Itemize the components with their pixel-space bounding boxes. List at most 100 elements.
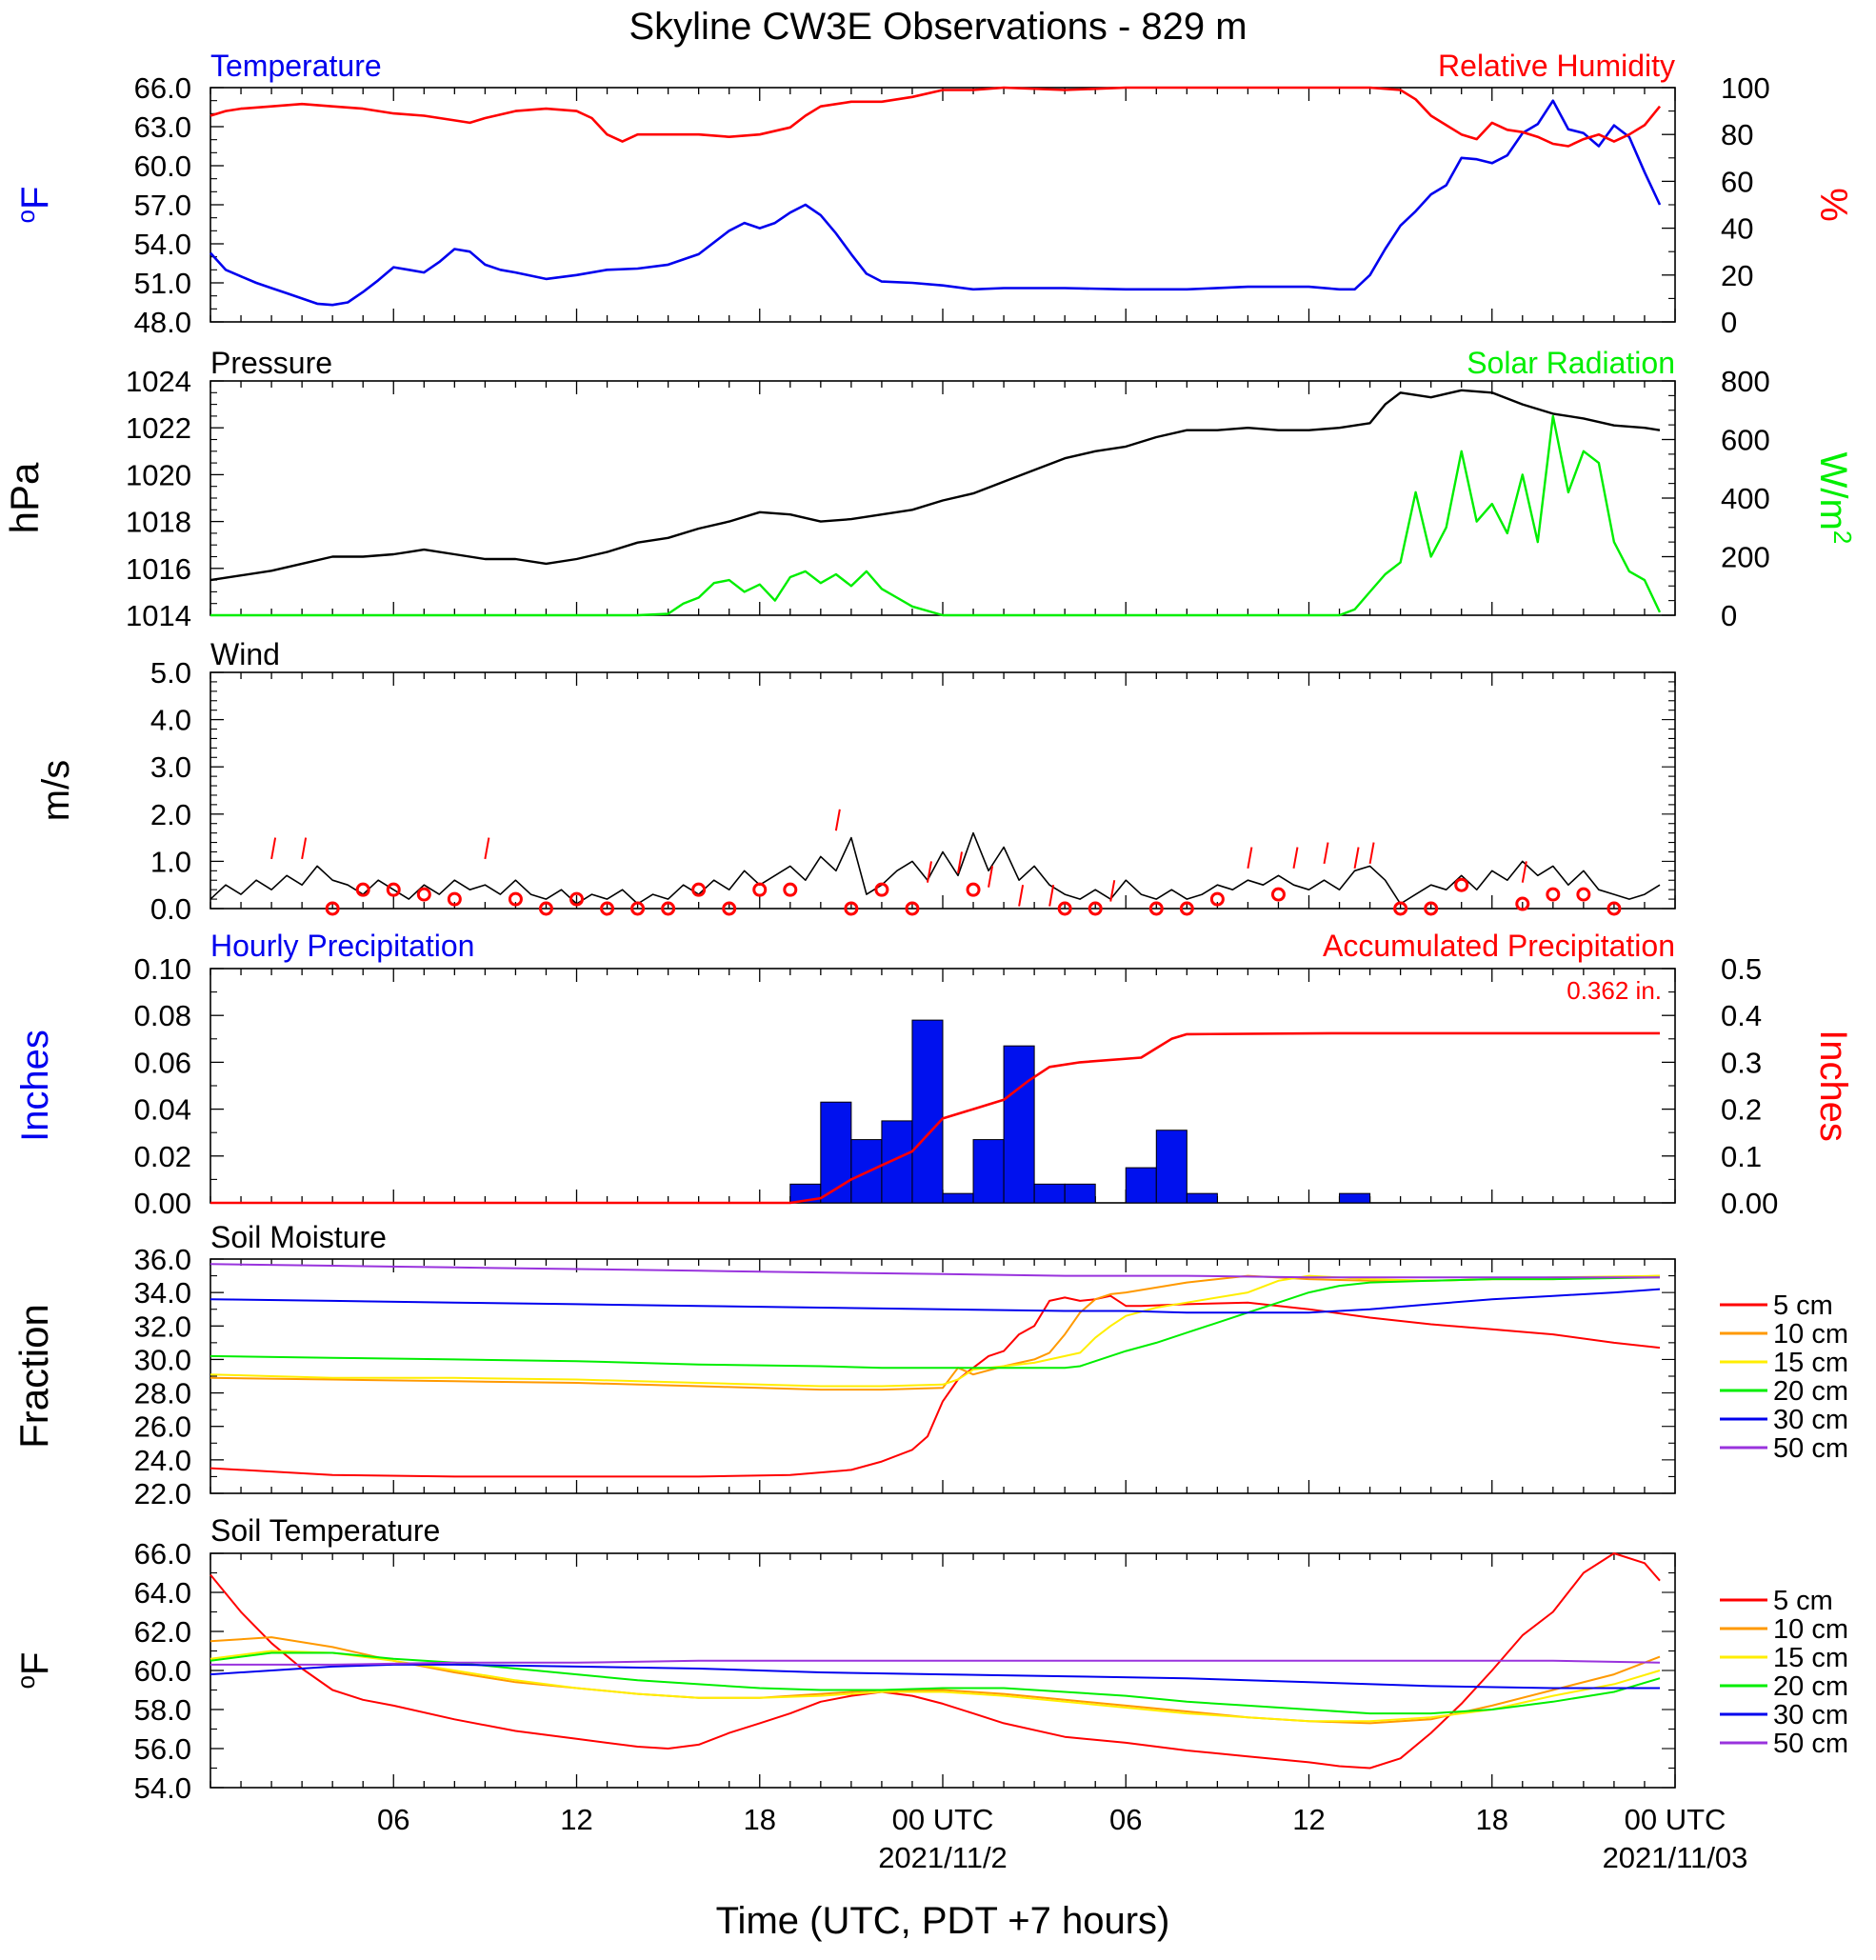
left-y-tick-label: 51.0 bbox=[134, 267, 191, 300]
calm-marker bbox=[783, 882, 798, 897]
precip-bar bbox=[1186, 1192, 1218, 1204]
precip-bar bbox=[1339, 1192, 1371, 1204]
legend-label: 30 cm bbox=[1773, 1405, 1848, 1435]
left-y-tick-label: 24.0 bbox=[134, 1444, 191, 1477]
left-y-tick-label: 4.0 bbox=[150, 704, 191, 737]
legend-label: 5 cm bbox=[1773, 1290, 1833, 1321]
wind-barb bbox=[926, 861, 932, 883]
wind-barb bbox=[834, 809, 841, 831]
right-y-tick-label: 200 bbox=[1721, 541, 1770, 574]
calm-marker bbox=[1393, 901, 1408, 916]
precip-bar bbox=[1033, 1183, 1066, 1204]
calm-marker bbox=[1424, 901, 1439, 916]
precip-bar bbox=[942, 1192, 974, 1204]
calm-marker bbox=[1088, 901, 1103, 916]
calm-marker bbox=[325, 901, 340, 916]
pressure-title: Pressure bbox=[210, 346, 332, 380]
left-y-tick-label: 57.0 bbox=[134, 189, 191, 222]
degree-sign: o bbox=[11, 1675, 40, 1689]
x-tick-label: 00 UTC bbox=[892, 1803, 994, 1836]
legend-label: 15 cm bbox=[1773, 1643, 1848, 1673]
soil-temp-unit: oF bbox=[11, 1652, 56, 1690]
left-y-tick-label: 32.0 bbox=[134, 1310, 191, 1343]
soil-moisture-unit: Fraction bbox=[11, 1304, 56, 1449]
series-wind-speed bbox=[210, 831, 1661, 905]
series-pressure bbox=[210, 389, 1661, 582]
left-y-tick-label: 1024 bbox=[126, 365, 191, 398]
calm-marker bbox=[386, 882, 401, 897]
legend-label: 30 cm bbox=[1773, 1700, 1848, 1730]
calm-marker bbox=[416, 887, 431, 902]
left-y-tick-label: 22.0 bbox=[134, 1477, 191, 1510]
wind-barb bbox=[1247, 847, 1253, 870]
calm-marker bbox=[569, 891, 584, 907]
left-y-tick-label: 63.0 bbox=[134, 110, 191, 144]
date-label: 2021/11/2 bbox=[878, 1841, 1008, 1874]
left-y-tick-label: 0.06 bbox=[134, 1046, 191, 1079]
series-relative-humidity bbox=[210, 86, 1662, 148]
series-soil-temp-20cm bbox=[210, 1651, 1661, 1715]
wind-barb bbox=[1353, 847, 1360, 870]
date-label: 2021/11/03 bbox=[1603, 1841, 1748, 1874]
right-y-tick-label: 0.3 bbox=[1721, 1046, 1762, 1079]
right-y-tick-label: 0.5 bbox=[1721, 952, 1762, 986]
left-y-tick-label: 54.0 bbox=[134, 1771, 191, 1805]
left-y-tick-label: 34.0 bbox=[134, 1276, 191, 1310]
accum-precip-title: Accumulated Precipitation bbox=[1323, 929, 1675, 963]
solar-unit: W/m2 bbox=[1812, 452, 1857, 545]
solar-title: Solar Radiation bbox=[1467, 346, 1675, 380]
soil-temp-title: Soil Temperature bbox=[210, 1513, 440, 1548]
pressure-unit: hPa bbox=[2, 462, 47, 533]
left-y-tick-label: 66.0 bbox=[134, 1537, 191, 1570]
series-soil-moisture-15cm bbox=[210, 1274, 1661, 1388]
wind-barb bbox=[1323, 842, 1329, 865]
wind-barb bbox=[1018, 885, 1025, 907]
calm-marker bbox=[966, 882, 981, 897]
legend-label: 5 cm bbox=[1773, 1586, 1833, 1616]
wind-barb bbox=[270, 837, 277, 860]
x-tick-label: 12 bbox=[1292, 1803, 1325, 1836]
unit-exponent: 2 bbox=[1828, 530, 1857, 544]
left-y-tick-label: 64.0 bbox=[134, 1576, 191, 1610]
precip-bar bbox=[1125, 1167, 1157, 1204]
x-tick-label: 06 bbox=[377, 1803, 409, 1836]
wind-barb bbox=[1521, 861, 1527, 883]
left-y-tick-label: 1016 bbox=[126, 552, 191, 586]
calm-marker bbox=[1148, 901, 1164, 916]
left-y-tick-label: 54.0 bbox=[134, 228, 191, 261]
humidity-title: Relative Humidity bbox=[1438, 49, 1675, 83]
temperature-unit: oF bbox=[11, 187, 56, 224]
wind-barb bbox=[484, 837, 490, 860]
series-soil-moisture-20cm bbox=[210, 1276, 1661, 1370]
right-y-tick-label: 60 bbox=[1721, 165, 1753, 198]
wind-barb bbox=[988, 866, 994, 888]
right-y-tick-label: 400 bbox=[1721, 482, 1770, 515]
right-y-tick-label: 100 bbox=[1721, 71, 1770, 105]
hourly-precip-title: Hourly Precipitation bbox=[210, 929, 474, 963]
calm-marker bbox=[630, 901, 646, 916]
legend-label: 20 cm bbox=[1773, 1376, 1848, 1407]
left-y-tick-label: 66.0 bbox=[134, 71, 191, 105]
accum-total-label: 0.362 in. bbox=[1567, 976, 1662, 1005]
humidity-unit: % bbox=[1812, 188, 1854, 222]
legend-label: 50 cm bbox=[1773, 1729, 1848, 1759]
calm-marker bbox=[508, 891, 523, 907]
left-y-tick-label: 0.02 bbox=[134, 1140, 191, 1173]
wind-barb bbox=[1048, 885, 1055, 907]
left-y-tick-label: 26.0 bbox=[134, 1410, 191, 1444]
temperature-title: Temperature bbox=[210, 49, 382, 83]
precip-bar bbox=[1064, 1183, 1096, 1204]
left-y-tick-label: 5.0 bbox=[150, 656, 191, 690]
calm-marker bbox=[752, 882, 768, 897]
left-y-tick-label: 28.0 bbox=[134, 1377, 191, 1410]
calm-marker bbox=[447, 891, 462, 907]
left-y-tick-label: 1018 bbox=[126, 506, 191, 539]
series-solar-radiation bbox=[210, 414, 1662, 617]
left-y-tick-label: 1014 bbox=[126, 599, 191, 632]
series-soil-moisture-10cm bbox=[210, 1274, 1661, 1391]
x-tick-label: 18 bbox=[1476, 1803, 1508, 1836]
right-y-tick-label: 0 bbox=[1721, 599, 1737, 632]
calm-marker bbox=[1270, 887, 1286, 902]
temperature-frame bbox=[210, 87, 1676, 323]
